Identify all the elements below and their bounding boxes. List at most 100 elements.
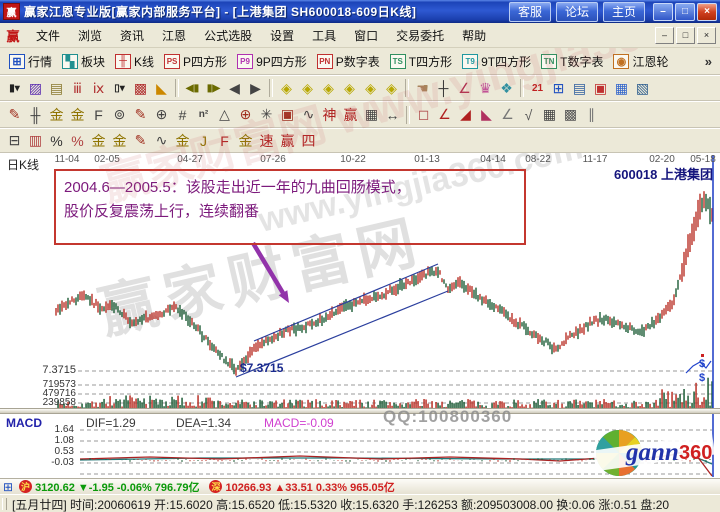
nav-tool-0-6[interactable]: ▩	[133, 79, 148, 96]
gann-tool-0-0[interactable]: ⊟	[8, 132, 21, 148]
close-button[interactable]: ×	[697, 2, 717, 21]
nav-tool-3-3[interactable]: ♛	[479, 79, 492, 96]
macd-indicator-label[interactable]: MACD	[6, 416, 42, 430]
draw-tool-0-2[interactable]: 金	[49, 106, 64, 123]
maximize-button[interactable]: □	[675, 2, 695, 21]
gann-tool-0-8[interactable]: 金	[175, 132, 190, 149]
nav-tool-0-7[interactable]: ◣	[156, 79, 167, 96]
draw-tool-1-2[interactable]: ◢	[460, 106, 471, 122]
draw-tool-0-16[interactable]: 赢	[343, 106, 358, 123]
draw-tool-1-8[interactable]: ∥	[588, 106, 595, 122]
gann-tool-0-11[interactable]: 金	[238, 132, 253, 149]
menu-item-7[interactable]: 窗口	[354, 28, 379, 43]
nav-tool-2-0[interactable]: ◈	[281, 79, 292, 96]
draw-tool-0-15[interactable]: 神	[322, 106, 337, 123]
gann-tool-0-12[interactable]: 速	[259, 132, 274, 149]
draw-tool-0-1[interactable]: ╫	[30, 106, 41, 123]
draw-tool-0-3[interactable]: 金	[70, 106, 85, 123]
nav-tool-2-5[interactable]: ◈	[386, 79, 397, 96]
nav-tool-1-1[interactable]: ▮▶	[206, 82, 221, 94]
nav-tool-1-2[interactable]: ◀	[229, 79, 240, 96]
menu-item-8[interactable]: 交易委托	[396, 28, 445, 43]
toolbar-button-P四方形[interactable]: PS P四方形	[159, 50, 232, 72]
toolbar-button-9P四方形[interactable]: P9 9P四方形	[232, 50, 312, 72]
nav-tool-1-3[interactable]: ▶	[250, 79, 261, 96]
draw-tool-0-7[interactable]: ⊕	[155, 106, 168, 122]
nav-tool-4-1[interactable]: ⊞	[552, 79, 565, 96]
menu-item-4[interactable]: 公式选股	[204, 28, 253, 43]
nav-tool-0-5[interactable]: ▯▾	[114, 82, 125, 94]
nav-tool-3-0[interactable]: ☚	[416, 79, 429, 96]
shanghai-index[interactable]: 3120.62 ▼-1.95 -0.06% 796.79亿	[35, 481, 200, 494]
toolbar-button-T数字表[interactable]: TN T数字表	[536, 50, 608, 72]
draw-tool-1-5[interactable]: √	[524, 106, 533, 123]
menu-item-5[interactable]: 设置	[270, 28, 295, 43]
menu-item-9[interactable]: 帮助	[462, 28, 487, 43]
minimize-button[interactable]: –	[653, 2, 673, 21]
child-minimize-button[interactable]: –	[655, 26, 674, 44]
customer-service-button[interactable]: 客服	[509, 1, 551, 22]
nav-tool-1-0[interactable]: ◀▮	[185, 82, 200, 94]
draw-tool-1-0[interactable]: ◻	[417, 106, 430, 122]
gann-tool-0-9[interactable]: J	[200, 132, 207, 149]
gann-tool-0-5[interactable]: 金	[112, 132, 127, 149]
draw-tool-1-4[interactable]: ∠	[501, 106, 514, 122]
menu-item-2[interactable]: 资讯	[120, 28, 145, 43]
menu-item-0[interactable]: 文件	[36, 28, 61, 43]
nav-tool-2-3[interactable]: ◈	[344, 79, 355, 96]
toolbar-button-9T四方形[interactable]: T9 9T四方形	[457, 50, 536, 72]
gann-tool-0-14[interactable]: 四	[301, 132, 316, 149]
forum-button[interactable]: 论坛	[556, 1, 598, 22]
nav-tool-4-2[interactable]: ▤	[572, 79, 587, 96]
nav-tool-4-3[interactable]: ▣	[593, 79, 608, 96]
quote-grid-icon[interactable]: ⊞	[3, 479, 14, 494]
nav-tool-0-4[interactable]: ⅸ	[92, 79, 105, 96]
draw-tool-0-10[interactable]: △	[219, 106, 230, 122]
gann-tool-0-1[interactable]: ▥	[28, 132, 43, 148]
toolbar-button-行情[interactable]: ⊞ 行情	[4, 50, 57, 72]
gann-tool-0-2[interactable]: %	[50, 132, 63, 149]
homepage-button[interactable]: 主页	[603, 1, 645, 22]
nav-tool-3-1[interactable]: ┼	[438, 80, 449, 96]
nav-tool-4-5[interactable]: ▧	[635, 79, 650, 96]
menu-item-1[interactable]: 浏览	[78, 28, 103, 43]
toolbar-button-T四方形[interactable]: TS T四方形	[385, 50, 457, 72]
draw-tool-0-17[interactable]: ▦	[364, 106, 379, 122]
draw-tool-0-12[interactable]: ✳	[260, 106, 273, 122]
child-restore-button[interactable]: □	[676, 26, 695, 44]
gann-tool-0-3[interactable]: %	[71, 132, 84, 149]
draw-tool-0-11[interactable]: ⊕	[239, 106, 252, 122]
draw-tool-0-9[interactable]: n²	[198, 109, 209, 120]
gann-tool-0-6[interactable]: ✎	[134, 132, 147, 148]
nav-tool-2-4[interactable]: ◈	[365, 79, 376, 96]
gann-tool-0-4[interactable]: 金	[91, 132, 106, 149]
child-close-button[interactable]: ×	[697, 26, 716, 44]
toolbar-button-江恩轮[interactable]: ◉ 江恩轮	[608, 50, 673, 72]
gann-tool-0-7[interactable]: ∿	[155, 132, 168, 148]
panel-splitter[interactable]	[0, 408, 720, 414]
nav-tool-3-4[interactable]: ❖	[500, 79, 513, 96]
draw-tool-1-7[interactable]: ▩	[563, 106, 578, 122]
draw-tool-0-0[interactable]: ✎	[8, 106, 21, 122]
nav-tool-2-2[interactable]: ◈	[323, 79, 334, 96]
menu-item-3[interactable]: 江恩	[162, 28, 187, 43]
toolbar-overflow-chevron[interactable]: »	[704, 53, 712, 69]
toolbar-button-P数字表[interactable]: PN P数字表	[312, 50, 385, 72]
nav-tool-0-2[interactable]: ▤	[49, 79, 64, 96]
menu-item-6[interactable]: 工具	[312, 28, 337, 43]
nav-tool-0-0[interactable]: ▮▾	[9, 82, 20, 94]
draw-tool-0-6[interactable]: ✎	[134, 106, 147, 122]
draw-tool-0-8[interactable]: #	[178, 106, 187, 123]
nav-tool-0-1[interactable]: ▨	[28, 79, 43, 96]
nav-tool-4-0[interactable]: 21	[531, 82, 544, 94]
nav-tool-3-2[interactable]: ∠	[458, 79, 471, 96]
toolbar-button-板块[interactable]: ▚ 板块	[57, 50, 110, 72]
nav-tool-0-3[interactable]: ⅲ	[73, 79, 82, 96]
toolbar-button-K线[interactable]: ╫ K线	[110, 50, 159, 72]
draw-tool-0-5[interactable]: ⊚	[113, 106, 126, 122]
draw-tool-0-18[interactable]: ↔	[385, 106, 400, 123]
nav-tool-2-1[interactable]: ◈	[302, 79, 313, 96]
draw-tool-1-1[interactable]: ∠	[438, 106, 451, 122]
gann-tool-0-10[interactable]: F	[220, 132, 229, 149]
draw-tool-0-13[interactable]: ▣	[280, 106, 295, 122]
